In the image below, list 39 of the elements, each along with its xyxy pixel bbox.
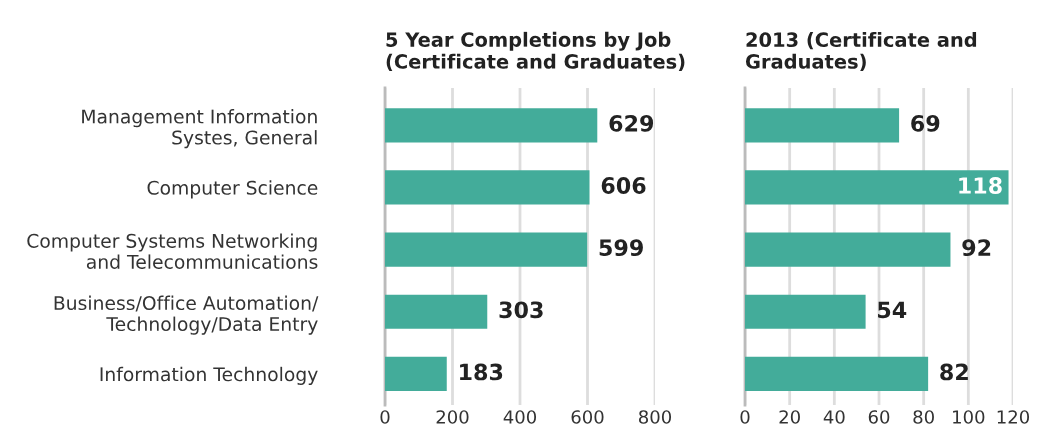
x-tick-label: 20 (779, 410, 800, 424)
bar (745, 356, 929, 392)
y-tick-label: Management Information Systes, General (82, 109, 317, 149)
bar (745, 294, 866, 329)
bar (385, 108, 598, 143)
x-tick-label: 80 (913, 410, 934, 424)
data-label: 82 (940, 363, 968, 381)
x-tick-label: 0 (380, 410, 390, 424)
x-tick-label: 200 (436, 410, 469, 424)
data-label: 629 (609, 114, 654, 132)
bar (385, 232, 588, 267)
data-label: 69 (911, 114, 940, 132)
x-tick-label: 40 (823, 410, 845, 424)
chart-title: 2013 (Certificate and Graduates) (745, 32, 977, 72)
x-tick-label: 800 (638, 410, 672, 424)
bar (385, 356, 447, 392)
x-tick-label: 120 (997, 410, 1030, 424)
data-label: 54 (878, 301, 907, 319)
x-tick-label: 600 (571, 410, 604, 424)
bar (745, 232, 951, 267)
y-tick-label: Computer Systems Networking and Telecommunications (27, 233, 318, 269)
bar (745, 108, 900, 143)
x-tick-label: 100 (953, 410, 985, 424)
bar (385, 170, 590, 205)
x-tick-label: 0 (740, 410, 750, 424)
data-label: 606 (601, 177, 646, 194)
bar (745, 170, 1009, 205)
y-tick-label: Information Technology (100, 366, 318, 385)
chart-title: 5 Year Completions by Job (Certificate and Graduates) (386, 31, 685, 72)
data-label: 599 (599, 239, 643, 257)
x-tick-label: 400 (503, 410, 537, 424)
data-label: 92 (962, 239, 991, 257)
y-tick-label: Computer Science (147, 180, 318, 199)
bar (385, 294, 488, 329)
y-tick-label: Business/Office Automation/ Technology/Data Entry (54, 295, 319, 335)
x-tick-label: 60 (868, 410, 890, 424)
data-label: 183 (460, 363, 503, 381)
data-label: 303 (499, 301, 543, 319)
data-label: 118 (959, 177, 1002, 194)
